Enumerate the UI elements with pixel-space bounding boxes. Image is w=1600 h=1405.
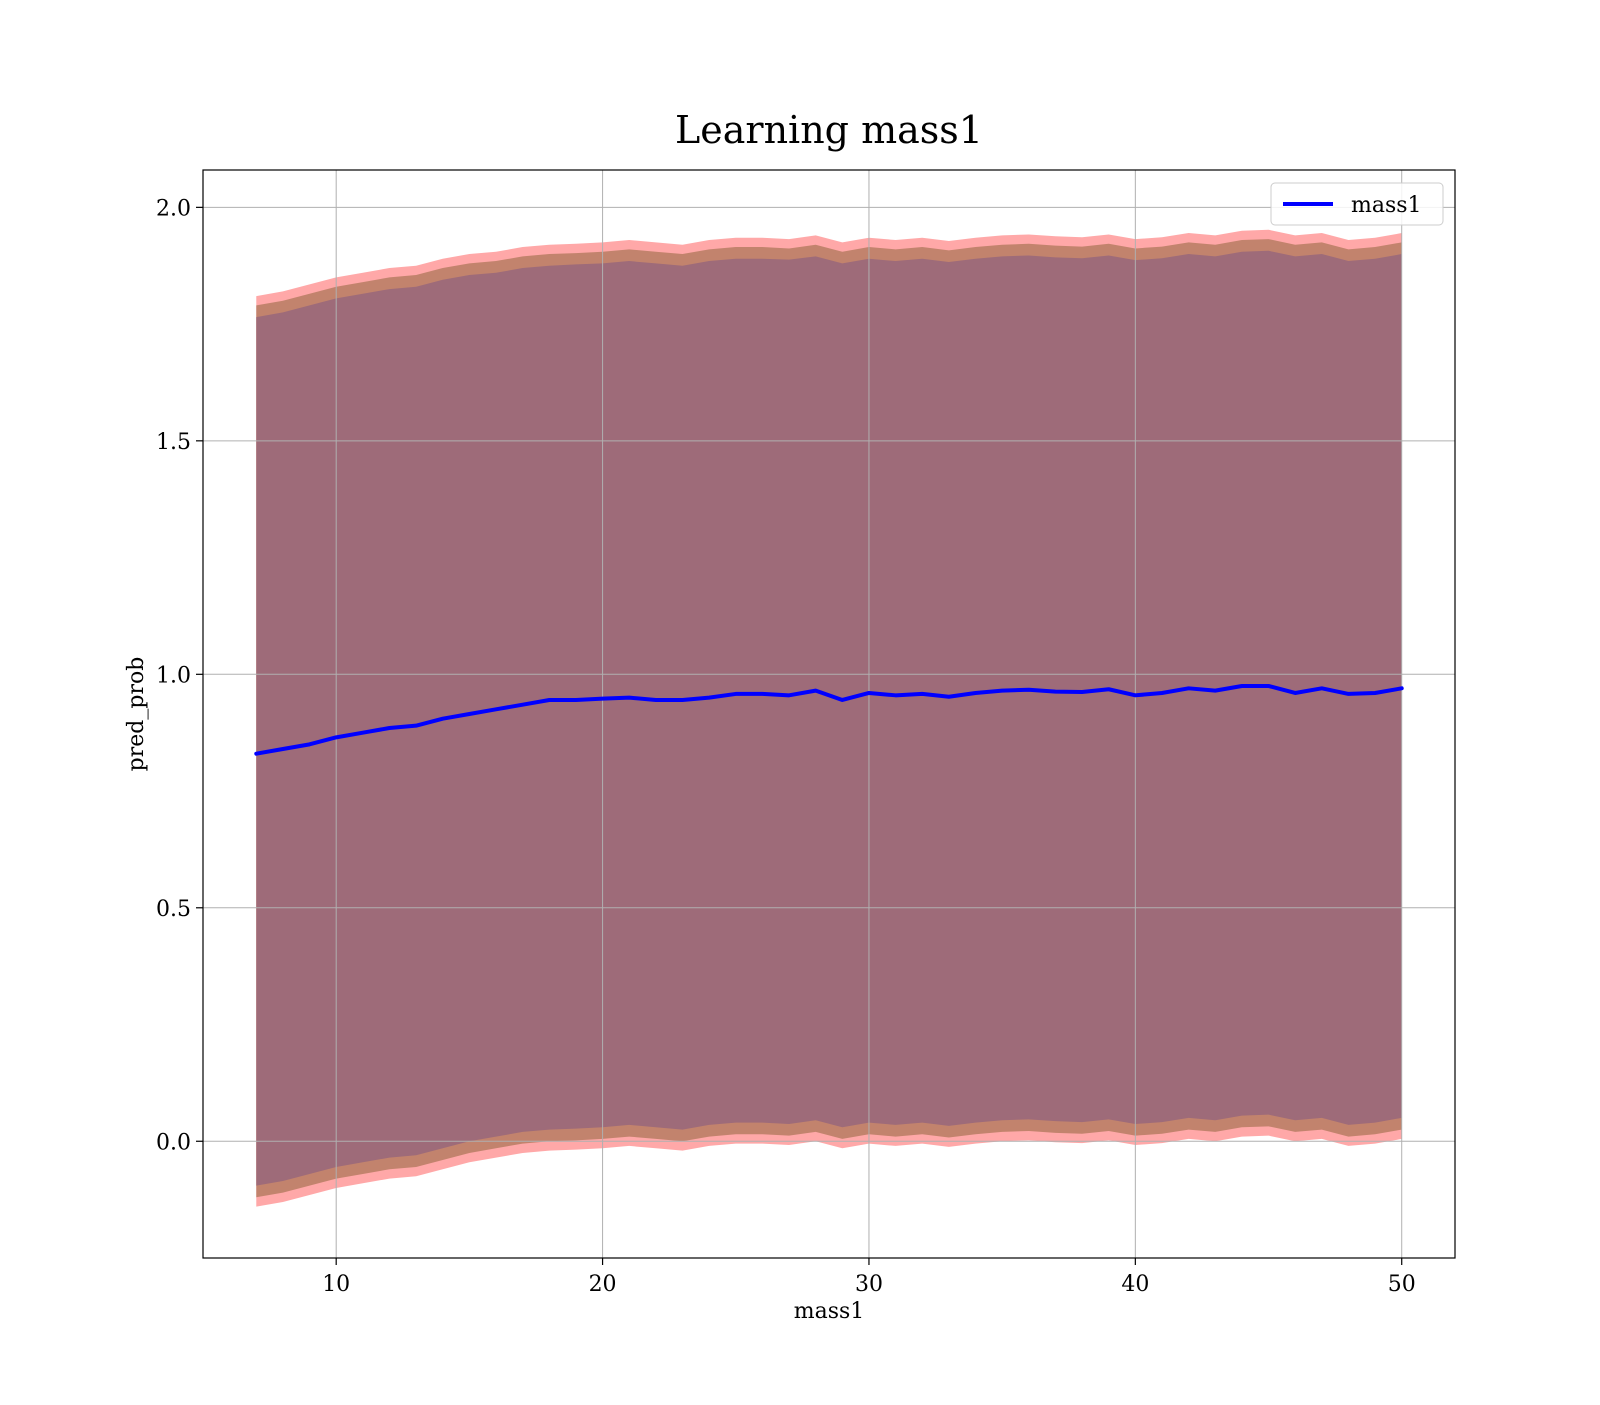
x-tick-label-4: 50	[1388, 1272, 1416, 1297]
grid-layer	[203, 170, 1455, 1258]
y-tick-label-2: 1.0	[156, 663, 191, 688]
ticks-layer: 10 20 30 40 50 0.0 0.5 1.0 1.5 2.0	[156, 196, 1416, 1297]
confidence-band-2	[256, 250, 1402, 1186]
y-tick-label-1: 0.5	[156, 897, 191, 922]
x-tick-label-1: 20	[589, 1272, 617, 1297]
x-axis-label: mass1	[794, 1299, 865, 1324]
legend-box	[1270, 182, 1444, 226]
x-tick-label-0: 10	[322, 1272, 350, 1297]
chart-title: Learning mass1	[675, 108, 983, 152]
bands-layer	[256, 229, 1402, 1207]
series-layer	[254, 683, 1404, 756]
y-tick-label-3: 1.5	[156, 430, 191, 455]
y-tick-label-4: 2.0	[156, 196, 191, 221]
legend-label-mass1: mass1	[1351, 193, 1422, 218]
y-axis-label: pred_prob	[124, 657, 149, 772]
x-tick-label-3: 40	[1121, 1272, 1149, 1297]
y-tick-label-0: 0.0	[156, 1130, 191, 1155]
plot-frame	[202, 169, 1456, 1259]
legend: mass1	[1270, 182, 1444, 226]
x-tick-label-2: 30	[855, 1272, 883, 1297]
series-line-mass1	[254, 683, 1404, 756]
